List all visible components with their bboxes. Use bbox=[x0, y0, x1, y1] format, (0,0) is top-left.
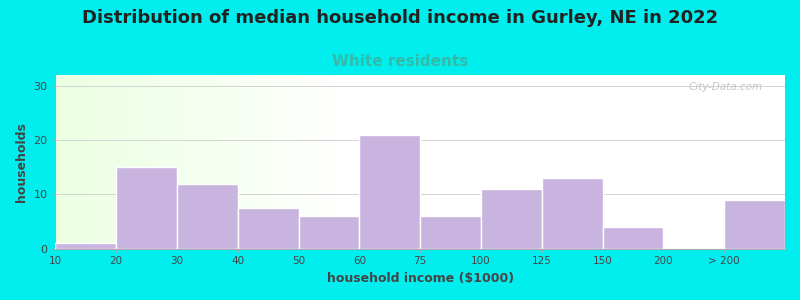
Bar bbox=[55, 243, 116, 249]
Text: Distribution of median household income in Gurley, NE in 2022: Distribution of median household income … bbox=[82, 9, 718, 27]
Bar bbox=[359, 135, 420, 249]
Bar bbox=[481, 189, 542, 249]
Bar bbox=[116, 167, 177, 249]
X-axis label: household income ($1000): household income ($1000) bbox=[326, 272, 514, 285]
Bar bbox=[542, 178, 602, 249]
Y-axis label: households: households bbox=[15, 122, 28, 202]
Bar bbox=[298, 216, 359, 249]
Bar bbox=[238, 208, 298, 249]
Text: White residents: White residents bbox=[332, 54, 468, 69]
Bar bbox=[724, 200, 785, 249]
Bar bbox=[177, 184, 238, 249]
Bar bbox=[420, 216, 481, 249]
Bar bbox=[602, 227, 663, 249]
Text: City-Data.com: City-Data.com bbox=[689, 82, 763, 92]
